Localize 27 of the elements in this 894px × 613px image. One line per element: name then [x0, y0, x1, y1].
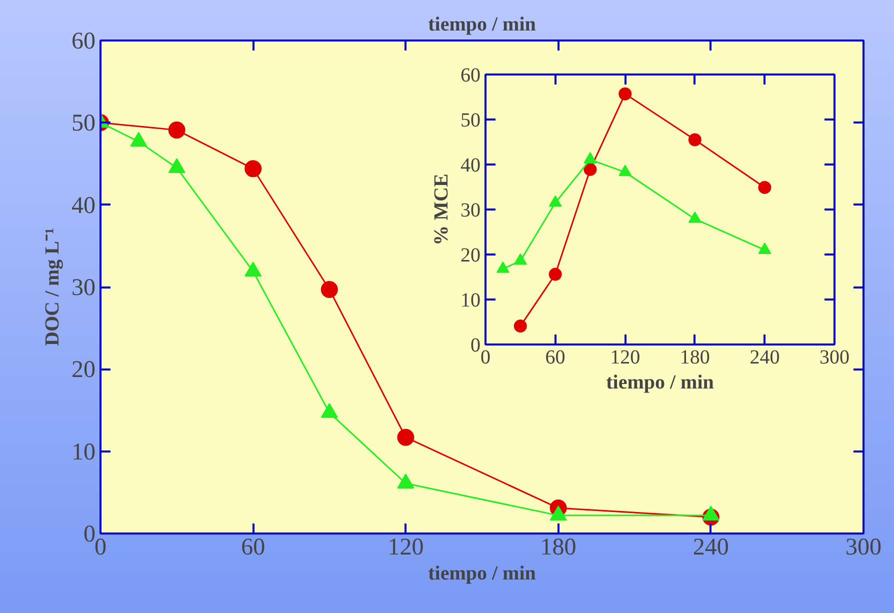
- y-tick-label: 50: [460, 110, 480, 132]
- x-tick-label: 60: [241, 534, 266, 560]
- y-tick-label: 40: [72, 192, 96, 219]
- x-tick-label: 180: [540, 534, 576, 560]
- x-tick-label: 60: [545, 346, 566, 368]
- x-tick-label: 180: [680, 346, 710, 368]
- y-tick-label: 20: [72, 357, 96, 384]
- x-axis-title: tiempo / min: [606, 372, 714, 394]
- x-tick-label: 240: [750, 346, 780, 368]
- x-tick-label: 300: [820, 346, 850, 368]
- x-axis-title: tiempo / min: [428, 562, 536, 584]
- y-tick-label: 10: [460, 290, 480, 312]
- y-tick-label: 30: [460, 200, 480, 222]
- y-tick-label: 20: [460, 244, 480, 266]
- x2-axis-title: tiempo / min: [428, 14, 536, 36]
- y-tick-label: 50: [72, 110, 96, 137]
- y-tick-label: 60: [72, 28, 96, 54]
- y-axis-title: % MCE: [430, 174, 452, 246]
- y-tick-label: 30: [72, 275, 96, 301]
- x-tick-label: 120: [610, 346, 640, 368]
- y-tick-label: 40: [460, 154, 480, 176]
- y-tick-label: 10: [72, 439, 96, 466]
- x-tick-label: 300: [846, 534, 882, 560]
- y-tick-label: 60: [460, 64, 480, 86]
- x-tick-label: 120: [388, 534, 424, 560]
- y-axis-title: DOC / mg L⁻¹: [42, 228, 64, 346]
- x-tick-label: 240: [692, 534, 729, 560]
